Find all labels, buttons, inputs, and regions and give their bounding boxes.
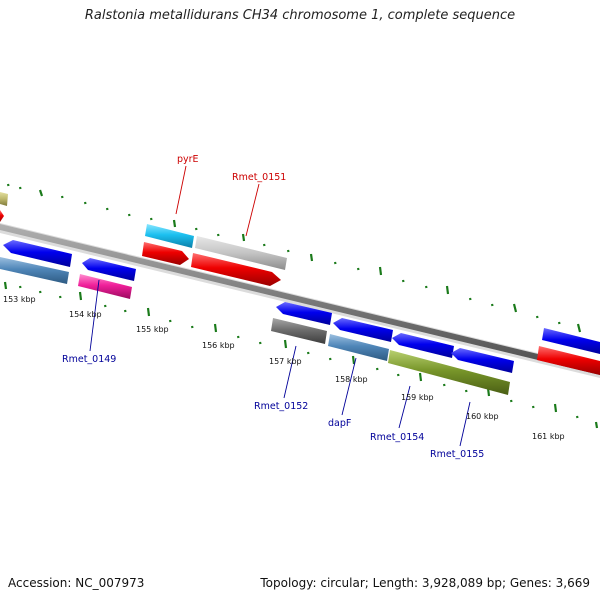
gene-blue-a bbox=[3, 240, 72, 267]
tick-label: 158 kbp bbox=[335, 375, 368, 384]
gene-dapF bbox=[328, 334, 389, 361]
map-title: Ralstonia metallidurans CH34 chromosome … bbox=[84, 8, 516, 23]
tick-label: 154 kbp bbox=[69, 310, 102, 319]
forward-genes bbox=[0, 192, 600, 375]
inner-tick-arc bbox=[3, 281, 599, 429]
label-rmet0149: Rmet_0149 bbox=[62, 354, 116, 365]
gene-steel-a bbox=[0, 257, 69, 284]
tick-label: 157 kbp bbox=[269, 357, 302, 366]
gene-khaki-partial bbox=[0, 192, 8, 206]
gene-red-partial bbox=[0, 210, 4, 222]
chromosome-backbone bbox=[0, 223, 600, 378]
tick-label: 160 kbp bbox=[466, 412, 499, 421]
gene-blue-b bbox=[276, 302, 332, 325]
callout-lines bbox=[89, 165, 471, 447]
gene-rmet0154 bbox=[388, 350, 510, 395]
gene-red-2 bbox=[191, 253, 281, 286]
gene-rmet0149-arrow bbox=[82, 258, 136, 281]
topology-summary: Topology: circular; Length: 3,928,089 bp… bbox=[260, 576, 590, 590]
gene-blue-d bbox=[392, 333, 454, 358]
gene-rmet0152 bbox=[271, 318, 327, 344]
tick-label: 153 kbp bbox=[3, 295, 36, 304]
label-rmet0154: Rmet_0154 bbox=[370, 432, 424, 443]
gene-labels: pyrE Rmet_0151 Rmet_0149 Rmet_0152 dapF … bbox=[62, 154, 484, 460]
label-dapF: dapF bbox=[328, 418, 351, 429]
outer-tick-arc bbox=[6, 183, 582, 333]
tick-label: 155 kbp bbox=[136, 325, 169, 334]
gene-rmet0151 bbox=[195, 236, 287, 270]
gene-blue-e bbox=[451, 348, 514, 373]
accession-text: Accession: NC_007973 bbox=[8, 576, 145, 590]
tick-label: 161 kbp bbox=[532, 432, 565, 441]
tick-label: 159 kbp bbox=[401, 393, 434, 402]
label-rmet0152: Rmet_0152 bbox=[254, 401, 308, 412]
gene-blue-far-right bbox=[542, 328, 600, 354]
label-rmet0155: Rmet_0155 bbox=[430, 449, 484, 460]
label-rmet0151: Rmet_0151 bbox=[232, 172, 286, 183]
tick-labels: 153 kbp 154 kbp 155 kbp 156 kbp 157 kbp … bbox=[3, 295, 565, 441]
tick-label: 156 kbp bbox=[202, 341, 235, 350]
gene-red-far-right bbox=[537, 346, 600, 375]
gene-red-1 bbox=[142, 242, 189, 265]
reverse-genes bbox=[0, 240, 514, 395]
gene-rmet0149 bbox=[78, 274, 132, 299]
label-pyrE: pyrE bbox=[177, 154, 199, 165]
gene-pyrE bbox=[145, 224, 194, 248]
gene-blue-c bbox=[333, 318, 393, 342]
